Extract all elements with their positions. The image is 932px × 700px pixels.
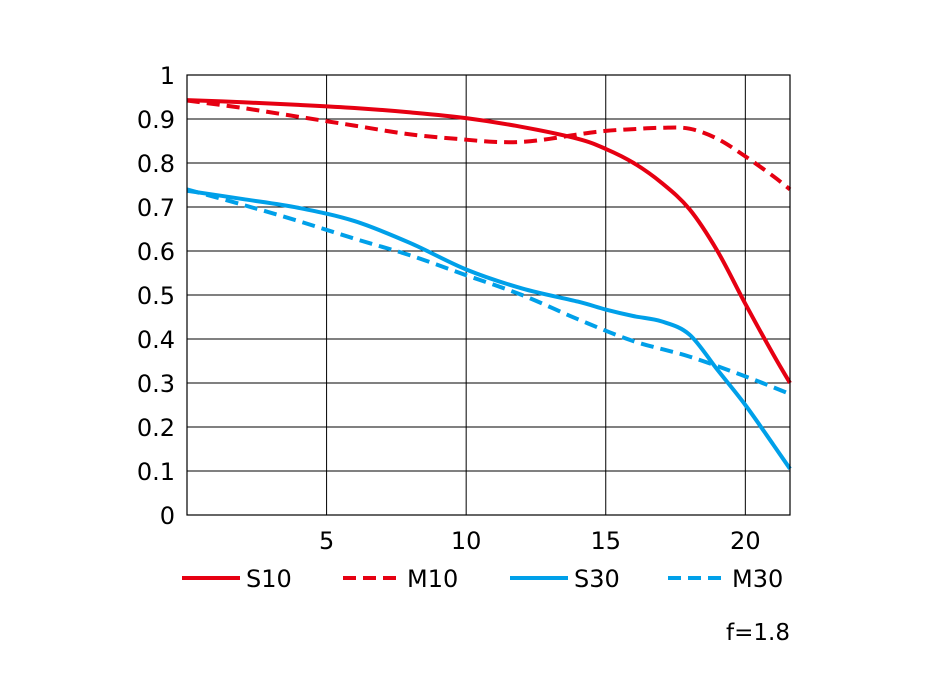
y-axis-tick-labels: 0 0.1 0.2 0.3 0.4 0.5 0.6 0.7 0.8 0.9 1 [137, 62, 175, 530]
x-tick-label: 5 [319, 527, 334, 555]
legend-label-s10: S10 [246, 565, 292, 593]
y-tick-label: 0.4 [137, 326, 175, 354]
y-tick-label: 0.6 [137, 238, 175, 266]
legend-label-s30: S30 [574, 565, 620, 593]
y-tick-label: 0.1 [137, 458, 175, 486]
plot-frame [186, 74, 791, 516]
series-lines [186, 98, 792, 470]
series-line-m10 [186, 98, 792, 191]
y-tick-label: 0.2 [137, 414, 175, 442]
legend-label-m30: M30 [732, 565, 783, 593]
legend: S10 M10 S30 M30 [182, 565, 783, 593]
x-tick-label: 10 [451, 527, 482, 555]
y-tick-label: 0.8 [137, 150, 175, 178]
aperture-annotation: f=1.8 [726, 620, 790, 646]
x-tick-label: 15 [590, 527, 621, 555]
y-tick-label: 0.3 [137, 370, 175, 398]
y-tick-label: 0 [160, 502, 175, 530]
y-tick-label: 0.5 [137, 282, 175, 310]
y-tick-label: 0.9 [137, 106, 175, 134]
series-line-m30 [186, 187, 791, 396]
x-tick-label: 20 [730, 527, 761, 555]
x-axis-tick-labels: 5 10 15 20 [319, 527, 761, 555]
y-tick-label: 1 [160, 62, 175, 90]
legend-label-m10: M10 [407, 565, 458, 593]
y-tick-label: 0.7 [137, 194, 175, 222]
series-line-s10 [186, 98, 792, 385]
series-line-s30 [186, 188, 792, 470]
